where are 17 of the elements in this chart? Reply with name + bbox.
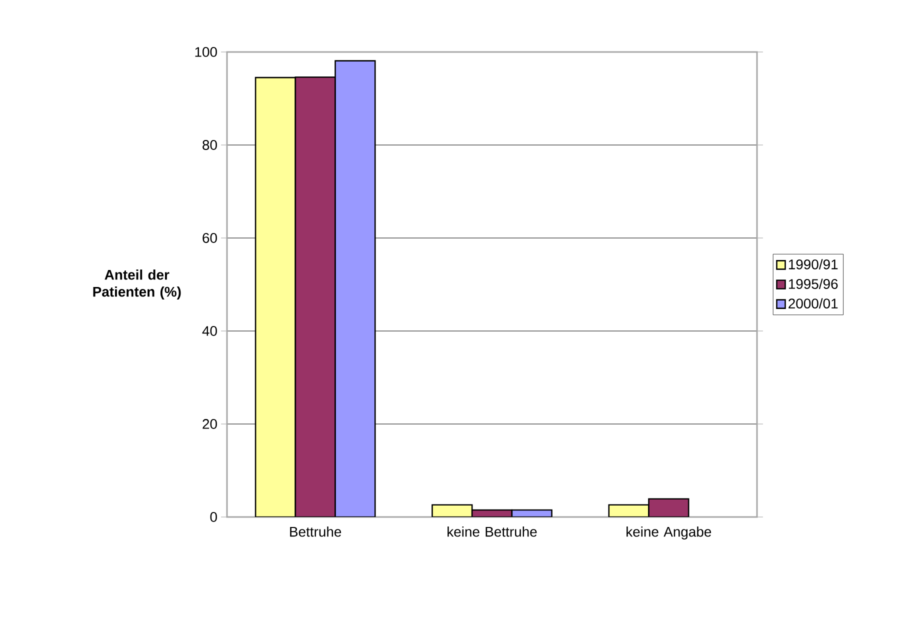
y-tick-label: 0 [210,512,217,522]
bar [334,60,376,517]
legend-label: 1990/91 [788,259,838,270]
x-tick-label: keine Angabe [626,526,712,540]
legend-label: 2000/01 [788,298,838,309]
y-axis-title: Anteil der Patienten (%) [93,270,181,300]
y-tick-label: 40 [202,326,217,336]
y-tick-label: 20 [202,419,217,429]
x-tick-label: Bettruhe [290,526,342,537]
x-tick-label: keine Bettruhe [448,526,537,537]
bar [648,498,690,517]
y-tick-label: 80 [202,140,217,150]
legend-label: 1995/96 [788,278,838,289]
bar [254,76,296,517]
y-tick-label: 60 [202,233,217,243]
bar [294,76,336,517]
y-tick-label: 100 [195,47,217,57]
